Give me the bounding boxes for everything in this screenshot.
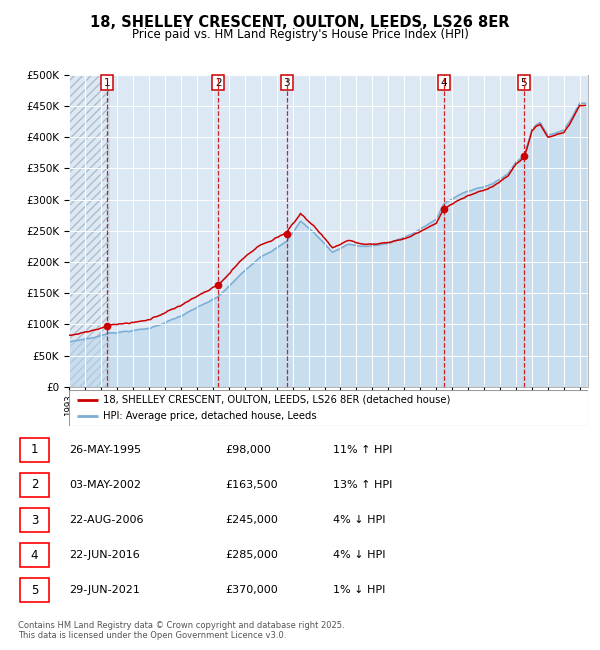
Text: 18, SHELLEY CRESCENT, OULTON, LEEDS, LS26 8ER (detached house): 18, SHELLEY CRESCENT, OULTON, LEEDS, LS2… (103, 395, 450, 405)
Text: 2: 2 (215, 77, 221, 88)
Text: Price paid vs. HM Land Registry's House Price Index (HPI): Price paid vs. HM Land Registry's House … (131, 28, 469, 41)
Text: 18, SHELLEY CRESCENT, OULTON, LEEDS, LS26 8ER: 18, SHELLEY CRESCENT, OULTON, LEEDS, LS2… (90, 15, 510, 31)
Text: 4% ↓ HPI: 4% ↓ HPI (333, 515, 386, 525)
Text: Contains HM Land Registry data © Crown copyright and database right 2025.
This d: Contains HM Land Registry data © Crown c… (18, 621, 344, 640)
Text: 26-MAY-1995: 26-MAY-1995 (69, 445, 141, 455)
Text: 5: 5 (31, 584, 38, 597)
Text: 4: 4 (31, 549, 38, 562)
Text: £163,500: £163,500 (225, 480, 278, 490)
Text: 03-MAY-2002: 03-MAY-2002 (69, 480, 141, 490)
Text: HPI: Average price, detached house, Leeds: HPI: Average price, detached house, Leed… (103, 411, 316, 421)
Text: £285,000: £285,000 (225, 550, 278, 560)
Text: 1: 1 (31, 443, 38, 456)
Text: £370,000: £370,000 (225, 585, 278, 595)
Text: £245,000: £245,000 (225, 515, 278, 525)
Text: 1: 1 (104, 77, 110, 88)
Text: £98,000: £98,000 (225, 445, 271, 455)
Text: 22-AUG-2006: 22-AUG-2006 (69, 515, 143, 525)
Text: 11% ↑ HPI: 11% ↑ HPI (333, 445, 392, 455)
Text: 1% ↓ HPI: 1% ↓ HPI (333, 585, 385, 595)
Text: 3: 3 (284, 77, 290, 88)
Text: 5: 5 (521, 77, 527, 88)
Text: 3: 3 (31, 514, 38, 526)
Text: 4% ↓ HPI: 4% ↓ HPI (333, 550, 386, 560)
Text: 22-JUN-2016: 22-JUN-2016 (69, 550, 140, 560)
Text: 13% ↑ HPI: 13% ↑ HPI (333, 480, 392, 490)
Text: 4: 4 (440, 77, 447, 88)
Text: 29-JUN-2021: 29-JUN-2021 (69, 585, 140, 595)
Text: 2: 2 (31, 478, 38, 491)
